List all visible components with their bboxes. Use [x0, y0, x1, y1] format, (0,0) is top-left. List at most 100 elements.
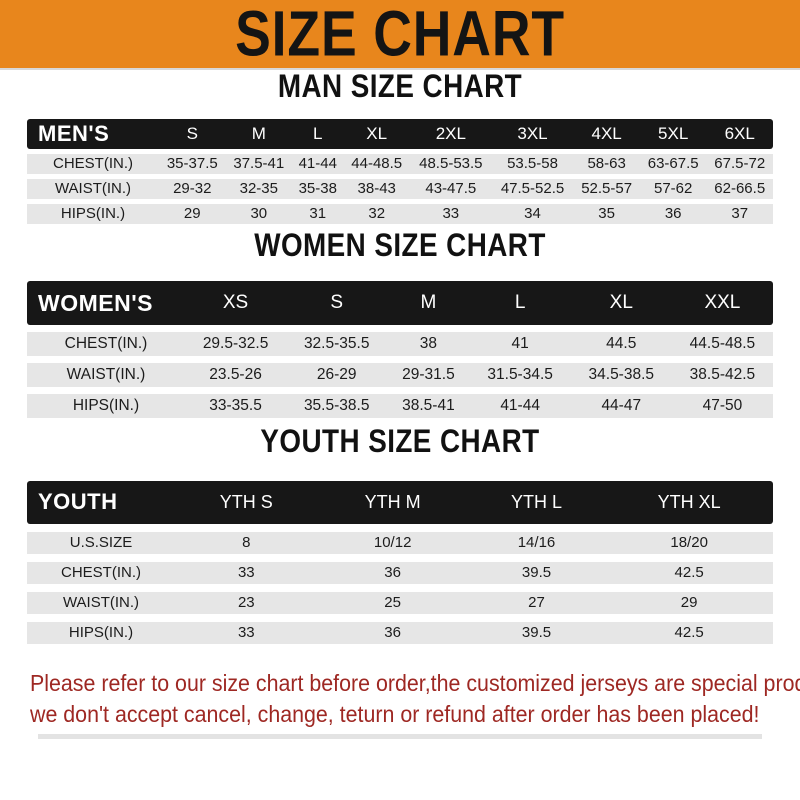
value-cell: 44.5	[570, 332, 672, 357]
value-cell: 35-37.5	[159, 153, 226, 174]
value-cell: 23	[175, 591, 318, 614]
mens-table-title-cell: MEN'S	[27, 118, 159, 149]
value-cell: 38-43	[343, 178, 410, 199]
value-cell: 30	[225, 203, 293, 224]
value-cell: 34	[491, 203, 574, 224]
value-cell: 52.5-57	[573, 178, 640, 199]
women-section-heading: WOMEN SIZE CHART	[254, 226, 546, 263]
value-cell: 58-63	[573, 153, 640, 174]
size-header-cell: XS	[185, 281, 287, 326]
size-header-cell: 5XL	[639, 118, 707, 149]
size-header-cell: XXL	[671, 281, 773, 326]
measurement-row: WAIST(IN.) 29-32 32-35 35-38 38-43 43-47.5 47.…	[27, 178, 773, 199]
womens-table-title-cell: WOMEN'S	[27, 281, 185, 326]
size-header-cell: YTH XL	[605, 480, 773, 524]
value-cell: 44.5-48.5	[671, 332, 773, 357]
size-header-cell: YTH L	[467, 480, 606, 524]
size-header-cell: 2XL	[409, 118, 492, 149]
size-header-cell: 4XL	[573, 118, 640, 149]
youth-section-heading: YOUTH SIZE CHART	[260, 423, 540, 460]
value-cell: 27	[467, 591, 606, 614]
disclaimer-line-1: Please refer to our size chart before or…	[30, 669, 800, 696]
man-section-heading: MAN SIZE CHART	[277, 68, 523, 104]
size-header-cell: XL	[343, 118, 410, 149]
value-cell: 10/12	[317, 531, 468, 554]
value-cell: 32	[343, 203, 410, 224]
womens-size-table-wrap: WOMEN'S XS S M L XL XXL CHEST(IN.) 29.5-32.5 32.5…	[27, 274, 773, 425]
value-cell: 48.5-53.5	[409, 153, 492, 174]
value-cell: 18/20	[605, 531, 773, 554]
value-cell: 31.5-34.5	[469, 363, 571, 388]
measurement-row: HIPS(IN.) 33-35.5 35.5-38.5 38.5-41 41-44 44-…	[27, 394, 773, 419]
value-cell: 47-50	[671, 394, 773, 419]
value-cell: 23.5-26	[185, 363, 287, 388]
value-cell: 41-44	[469, 394, 571, 419]
size-header-cell: XL	[570, 281, 672, 326]
measurement-row: CHEST(IN.) 33 36 39.5 42.5	[27, 561, 773, 584]
value-cell: 38.5-42.5	[671, 363, 773, 388]
value-cell: 38	[387, 332, 470, 357]
mens-size-table: MEN'S S M L XL 2XL 3XL 4XL 5XL 6XL CHEST(IN.) 35-37…	[27, 114, 773, 229]
size-header-cell: YTH S	[175, 480, 318, 524]
womens-size-table: WOMEN'S XS S M L XL XXL CHEST(IN.) 29.5-32.5 32.5…	[27, 274, 773, 425]
measurement-row: CHEST(IN.) 29.5-32.5 32.5-35.5 38 41 44.5 44.5…	[27, 332, 773, 357]
size-header-cell: M	[225, 118, 293, 149]
banner: SIZE CHART	[0, 0, 800, 70]
youth-size-table: YOUTH YTH S YTH M YTH L YTH XL U.S.SIZE 8 10/12…	[27, 473, 773, 652]
value-cell: 36	[639, 203, 707, 224]
size-header-cell: L	[469, 281, 571, 326]
measurement-row: WAIST(IN.) 23 25 27 29	[27, 591, 773, 614]
value-cell: 32-35	[225, 178, 293, 199]
size-header-cell: S	[159, 118, 226, 149]
value-cell: 43-47.5	[409, 178, 492, 199]
bottom-edge-strip	[38, 733, 762, 739]
value-cell: 44-47	[570, 394, 672, 419]
disclaimer: Please refer to our size chart before or…	[30, 668, 800, 730]
value-cell: 29-32	[159, 178, 226, 199]
value-cell: 41-44	[292, 153, 344, 174]
value-cell: 39.5	[467, 561, 606, 584]
value-cell: 31	[292, 203, 344, 224]
value-cell: 33	[409, 203, 492, 224]
row-label-cell: CHEST(IN.)	[27, 561, 175, 584]
value-cell: 29	[159, 203, 226, 224]
row-label-cell: WAIST(IN.)	[27, 363, 185, 388]
value-cell: 38.5-41	[387, 394, 470, 419]
row-label-cell: U.S.SIZE	[27, 531, 175, 554]
size-header-cell: S	[286, 281, 388, 326]
measurement-row: U.S.SIZE 8 10/12 14/16 18/20	[27, 531, 773, 554]
row-label-cell: CHEST(IN.)	[27, 153, 159, 174]
man-size-chart-section: MAN SIZE CHART MEN'S S M L XL 2XL 3XL 4XL 5XL 6XL…	[0, 68, 800, 229]
measurement-row: CHEST(IN.) 35-37.5 37.5-41 41-44 44-48.5 48.5…	[27, 153, 773, 174]
womens-header-row: WOMEN'S XS S M L XL XXL	[27, 281, 773, 326]
measurement-row: HIPS(IN.) 29 30 31 32 33 34 35 36 37	[27, 203, 773, 224]
size-header-cell: L	[292, 118, 344, 149]
value-cell: 35.5-38.5	[286, 394, 388, 419]
value-cell: 29-31.5	[387, 363, 470, 388]
value-cell: 35-38	[292, 178, 344, 199]
value-cell: 36	[317, 621, 468, 644]
value-cell: 67.5-72	[706, 153, 773, 174]
value-cell: 26-29	[286, 363, 388, 388]
size-header-cell: 3XL	[491, 118, 574, 149]
youth-size-chart-section: YOUTH SIZE CHART YOUTH YTH S YTH M YTH L YTH…	[0, 425, 800, 652]
size-header-cell: 6XL	[706, 118, 773, 149]
value-cell: 35	[573, 203, 640, 224]
value-cell: 57-62	[639, 178, 707, 199]
value-cell: 62-66.5	[706, 178, 773, 199]
value-cell: 33-35.5	[185, 394, 287, 419]
value-cell: 37.5-41	[225, 153, 293, 174]
youth-header-row: YOUTH YTH S YTH M YTH L YTH XL	[27, 480, 773, 524]
value-cell: 39.5	[467, 621, 606, 644]
value-cell: 41	[469, 332, 571, 357]
value-cell: 8	[175, 531, 318, 554]
value-cell: 32.5-35.5	[286, 332, 388, 357]
value-cell: 37	[706, 203, 773, 224]
value-cell: 36	[317, 561, 468, 584]
row-label-cell: HIPS(IN.)	[27, 203, 159, 224]
value-cell: 47.5-52.5	[491, 178, 574, 199]
size-header-cell: YTH M	[317, 480, 468, 524]
value-cell: 63-67.5	[639, 153, 707, 174]
value-cell: 53.5-58	[491, 153, 574, 174]
value-cell: 29	[605, 591, 773, 614]
